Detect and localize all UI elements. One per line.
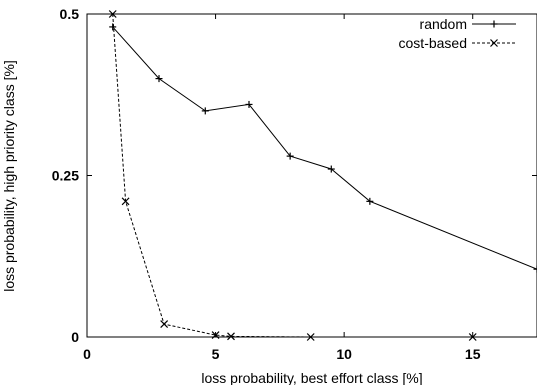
y-axis-label: loss probability, high priority class [%… (1, 60, 17, 292)
data-point-random (286, 152, 294, 160)
series-layer (108, 10, 537, 341)
data-point-random (533, 265, 537, 273)
legend-label-random: random (420, 16, 467, 32)
y-tick-label: 0.25 (52, 168, 79, 184)
data-point-cost-based (211, 331, 220, 339)
x-axis-label: loss probability, best effort class [%] (201, 370, 422, 385)
legend-label-cost-based: cost-based (399, 35, 467, 51)
series-line-random (112, 26, 537, 270)
x-tick-label: 5 (212, 346, 220, 362)
legend-marker-symbol (490, 20, 498, 28)
data-point-cost-based (468, 333, 477, 341)
series-line-cost-based (112, 13, 473, 338)
legend-marker-cost-based (490, 39, 498, 47)
data-point-random (155, 75, 163, 83)
data-point-random (327, 165, 335, 173)
data-point-cost-based (306, 333, 315, 341)
y-tick-label: 0 (71, 329, 79, 345)
y-tick-label: 0.5 (60, 6, 80, 22)
legend-marker-symbol (490, 39, 498, 47)
legend: random cost-based (399, 16, 516, 51)
data-point-cost-based (108, 10, 117, 18)
data-point-cost-based (227, 332, 235, 341)
x-tick-label: 10 (336, 346, 352, 362)
data-point-random (109, 23, 117, 31)
data-point-random (366, 197, 374, 205)
data-point-random (245, 100, 253, 108)
x-tick-label: 0 (83, 346, 91, 362)
data-point-random (201, 107, 209, 115)
data-point-cost-based (160, 320, 169, 329)
legend-marker-random (490, 20, 498, 28)
axis-ticks: 0 5 10 15 0 0.25 0.5 (52, 6, 537, 362)
x-tick-label: 15 (465, 346, 481, 362)
plot-frame (86, 13, 537, 338)
data-point-cost-based (121, 197, 130, 206)
